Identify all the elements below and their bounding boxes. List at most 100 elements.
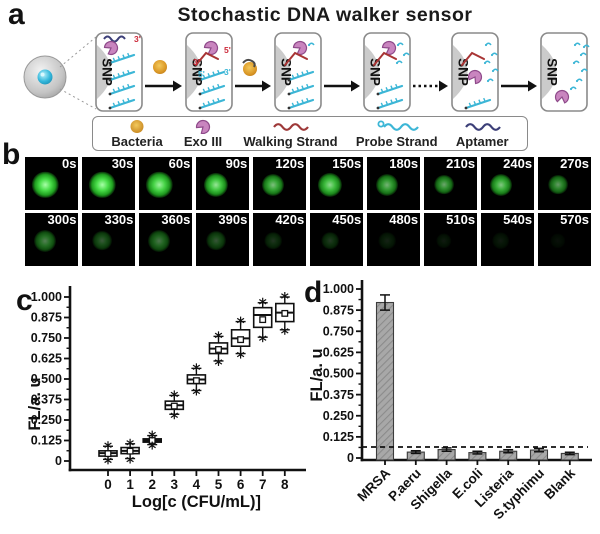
timelapse-frame: 540s — [480, 213, 535, 266]
box-whisker — [252, 302, 273, 338]
cleaved-fragment — [575, 78, 583, 83]
frame-timestamp: 30s — [111, 157, 134, 171]
strand-end-label: 3' — [193, 57, 200, 67]
fluorescent-spot — [321, 231, 339, 250]
frame-timestamp: 330s — [104, 213, 134, 227]
fluorescent-spot — [375, 173, 398, 196]
probe-strand — [198, 69, 226, 82]
x-tick-label: 6 — [237, 477, 245, 492]
cleaved-fragment — [491, 68, 499, 73]
probe-strand — [376, 83, 404, 96]
probe-strand — [287, 97, 315, 110]
strand-end-label: 3' — [224, 67, 231, 77]
y-tick-label: 0.875 — [31, 311, 62, 325]
y-tick-label: 0.500 — [31, 372, 62, 386]
sphere-core — [37, 69, 53, 85]
strand-end-label: 3' — [134, 34, 141, 44]
frame-timestamp: 270s — [560, 157, 589, 171]
exo-iii-icon — [467, 69, 483, 85]
mean-marker — [237, 336, 245, 344]
y-tick-label: 0.250 — [323, 409, 354, 423]
x-tick-label: 3 — [171, 477, 179, 492]
y-tick-label: 1.000 — [323, 282, 354, 296]
cleaved-fragment — [483, 60, 491, 65]
x-tick-label: 2 — [148, 477, 156, 492]
y-axis-title: FL/a. u — [26, 377, 44, 430]
mean-marker — [259, 316, 267, 324]
cleaved-fragment — [580, 68, 588, 73]
probe-strand — [108, 83, 136, 96]
extreme-marker — [258, 297, 267, 306]
probe-strand — [108, 69, 136, 82]
y-tick-label: 0.500 — [323, 367, 354, 381]
figure-title: Stochastic DNA walker sensor — [177, 4, 473, 26]
y-tick-label: 0.250 — [31, 413, 62, 427]
timelapse-frame: 150s — [309, 157, 364, 210]
y-tick-label: 0.125 — [323, 430, 354, 444]
arrowhead — [351, 80, 360, 92]
timelapse-frame: 420s — [252, 213, 307, 266]
timelapse-frame: 120s — [252, 157, 307, 210]
snp-stage-6: SNP — [540, 32, 590, 112]
extreme-marker — [236, 350, 245, 359]
x-tick-label: 7 — [259, 477, 267, 492]
probe-strand — [287, 69, 315, 82]
box-whisker — [274, 296, 295, 331]
y-tick-label: 0.625 — [323, 346, 354, 360]
panel-d-label: d — [304, 276, 323, 309]
y-tick-label: 0 — [347, 451, 354, 465]
legend-item-label: Aptamer — [455, 134, 509, 149]
y-tick-label: 0.375 — [31, 393, 62, 407]
exo-iii-icon — [195, 119, 211, 134]
bar — [375, 301, 395, 461]
frame-timestamp: 390s — [218, 213, 248, 227]
box-whisker — [208, 335, 229, 362]
frame-timestamp: 450s — [332, 213, 362, 227]
frame-timestamp: 240s — [503, 157, 533, 171]
arrowhead — [439, 80, 448, 92]
legend-item-label: Probe Strand — [355, 134, 438, 149]
exo-iii-icon — [103, 40, 119, 56]
extreme-marker — [104, 441, 112, 450]
extreme-marker — [281, 292, 289, 300]
panel-a-label: a — [8, 0, 25, 31]
extreme-marker — [170, 390, 179, 399]
cleaved-fragment — [396, 42, 404, 47]
fluorescent-spot — [436, 232, 452, 249]
legend-item: Bacteria — [111, 119, 163, 148]
extreme-marker — [281, 326, 289, 335]
x-tick-label: 1 — [126, 477, 134, 492]
cleaved-fragment — [307, 42, 315, 47]
fluorescent-spot — [32, 171, 59, 198]
extreme-marker — [170, 411, 179, 420]
bacteria-icon — [153, 60, 167, 74]
probe-strand — [376, 97, 404, 110]
snp-dome — [365, 45, 380, 99]
zoom-guide-line — [59, 36, 97, 68]
probe-strand — [198, 83, 226, 96]
legend-item: Probe Strand — [356, 119, 438, 148]
error-bar — [472, 450, 483, 455]
extreme-marker — [104, 456, 112, 465]
timelapse-grid: 0s 30s 60s 90s 120s 150s 180s 210s 240s 270s 300s 3… — [25, 157, 591, 266]
snp-dome — [187, 45, 202, 99]
timelapse-frame: 180s — [366, 157, 421, 210]
core-highlight — [40, 72, 45, 77]
timelapse-frame: 60s — [138, 157, 193, 210]
zoom-guide-line — [59, 88, 97, 110]
cleaved-fragment — [572, 60, 580, 65]
snp-dome — [276, 45, 291, 99]
probe-strand-icon — [377, 120, 419, 131]
timelapse-frame: 510s — [423, 213, 478, 266]
error-bar — [534, 447, 544, 453]
x-tick-label: 4 — [193, 477, 201, 492]
mean-marker — [170, 402, 178, 410]
fluorescent-spot — [317, 172, 343, 197]
timelapse-frame: 90s — [195, 157, 250, 210]
fluorescent-spot — [492, 231, 510, 250]
probe-strand — [198, 97, 226, 110]
y-tick-label: 1.000 — [31, 290, 62, 304]
fluorescent-spot — [204, 172, 229, 197]
frame-timestamp: 150s — [332, 157, 362, 171]
